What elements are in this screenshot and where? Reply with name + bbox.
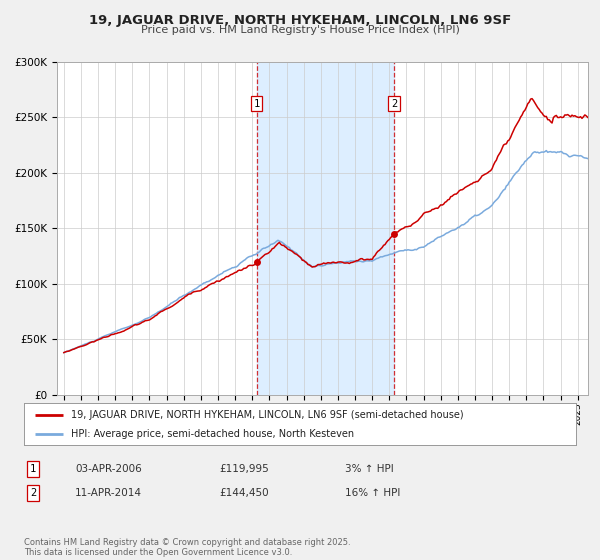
Text: 19, JAGUAR DRIVE, NORTH HYKEHAM, LINCOLN, LN6 9SF (semi-detached house): 19, JAGUAR DRIVE, NORTH HYKEHAM, LINCOLN…	[71, 409, 464, 419]
Text: HPI: Average price, semi-detached house, North Kesteven: HPI: Average price, semi-detached house,…	[71, 429, 354, 439]
Text: Price paid vs. HM Land Registry's House Price Index (HPI): Price paid vs. HM Land Registry's House …	[140, 25, 460, 35]
Text: £144,450: £144,450	[219, 488, 269, 498]
Text: 2: 2	[391, 99, 397, 109]
Text: 19, JAGUAR DRIVE, NORTH HYKEHAM, LINCOLN, LN6 9SF: 19, JAGUAR DRIVE, NORTH HYKEHAM, LINCOLN…	[89, 14, 511, 27]
Text: 1: 1	[30, 464, 36, 474]
Text: 1: 1	[253, 99, 260, 109]
Text: 3% ↑ HPI: 3% ↑ HPI	[345, 464, 394, 474]
Text: 16% ↑ HPI: 16% ↑ HPI	[345, 488, 400, 498]
Text: £119,995: £119,995	[219, 464, 269, 474]
Text: 2: 2	[30, 488, 36, 498]
Text: 11-APR-2014: 11-APR-2014	[75, 488, 142, 498]
Bar	[257, 62, 394, 395]
Text: Contains HM Land Registry data © Crown copyright and database right 2025.
This d: Contains HM Land Registry data © Crown c…	[24, 538, 350, 557]
Text: 03-APR-2006: 03-APR-2006	[75, 464, 142, 474]
